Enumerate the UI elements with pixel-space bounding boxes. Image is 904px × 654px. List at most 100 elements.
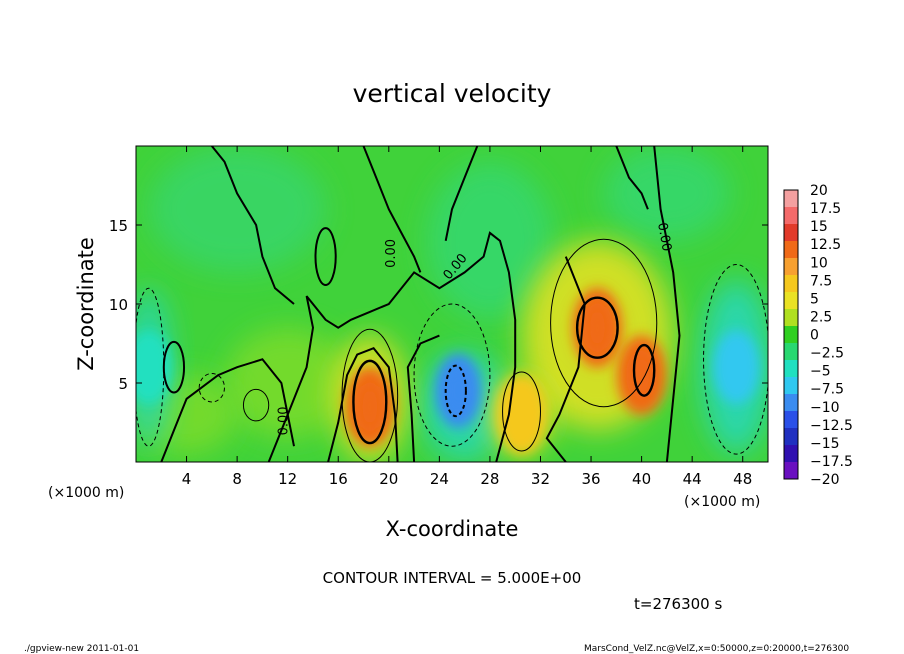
zero-contour <box>267 231 517 462</box>
x-tick-label: 36 <box>581 470 600 488</box>
contour-loop <box>632 343 656 397</box>
zero-contour <box>211 146 295 305</box>
downdraft-core <box>136 330 172 405</box>
colorbar-swatch <box>784 360 798 377</box>
contour-loop <box>502 371 541 452</box>
colorbar-swatch <box>784 241 798 258</box>
x-tick-label: 32 <box>531 470 550 488</box>
contour-label: 0.00 <box>654 221 674 252</box>
colorbar-swatch <box>784 428 798 445</box>
z-tick-label: 15 <box>109 217 128 235</box>
x-tick-label: 8 <box>232 470 242 488</box>
negative-contour <box>703 264 768 455</box>
zero-contour <box>615 146 649 210</box>
x-unit-right: (×1000 m) <box>684 494 760 510</box>
x-tick-label: 16 <box>329 470 348 488</box>
x-tick-label: 28 <box>480 470 499 488</box>
colorbar-swatch <box>784 326 798 343</box>
contour-label: 0.00 <box>277 406 292 435</box>
x-tick-label: 20 <box>379 470 398 488</box>
x-axis-label: X-coordinate <box>386 517 519 541</box>
colorbar-swatch <box>784 445 798 462</box>
colorbar-label: 15 <box>810 219 828 235</box>
zero-contour <box>444 146 479 241</box>
colorbar-swatch <box>784 343 798 360</box>
field-region <box>426 161 554 320</box>
colorbar-label: −15 <box>810 436 840 452</box>
contour-loop <box>575 296 619 359</box>
z-tick-label: 5 <box>118 375 128 393</box>
colorbar-label: 7.5 <box>810 273 832 289</box>
updraft-core <box>496 374 547 455</box>
field-region <box>603 146 731 241</box>
z-axis-ticks: 5 10 15 <box>109 217 768 393</box>
contour-lines <box>136 146 768 462</box>
colorbar-label: −17.5 <box>810 454 853 470</box>
zero-contour <box>327 347 399 462</box>
colorbar-label: 0 <box>810 328 819 344</box>
downdraft-core <box>713 330 760 405</box>
time-label: t=276300 s <box>634 595 722 613</box>
chart-title: vertical velocity <box>353 79 552 108</box>
zero-contour <box>545 256 586 462</box>
colorbar-label: 5 <box>810 291 819 307</box>
footer-right: MarsCond_VelZ.nc@VelZ,x=0:50000,z=0:2000… <box>584 644 849 654</box>
x-tick-label: 48 <box>733 470 752 488</box>
colorbar-swatch <box>784 292 798 309</box>
x-axis-ticks: 4 8 12 16 20 24 28 32 36 40 44 48 <box>182 146 752 488</box>
negative-contour <box>136 287 165 447</box>
updraft-peak <box>585 305 609 350</box>
colorbar-label: −12.5 <box>810 418 853 434</box>
colorbar-swatch <box>784 190 798 207</box>
zero-contour <box>160 358 295 462</box>
colorbar-label: 17.5 <box>810 201 841 217</box>
field-region <box>224 327 351 439</box>
colorbar-label: −5 <box>810 364 831 380</box>
z-axis-label: Z-coordinate <box>74 237 98 371</box>
contour-loop <box>352 359 388 445</box>
field-region <box>148 146 326 273</box>
colorbar-label: −20 <box>810 472 840 488</box>
colorbar-swatch <box>784 377 798 394</box>
colorbar-frame <box>783 189 799 480</box>
contour-interval: CONTOUR INTERVAL = 5.000E+00 <box>323 569 582 587</box>
updraft-peak <box>446 368 470 414</box>
x-tick-label: 4 <box>182 470 192 488</box>
colorbar-label: 10 <box>810 255 828 271</box>
x-tick-label: 24 <box>430 470 449 488</box>
negative-contour <box>413 303 491 447</box>
contour-loop <box>550 238 658 408</box>
contour-loop <box>341 328 399 462</box>
plot-area <box>136 146 768 462</box>
colorbar-swatch <box>784 309 798 326</box>
colorbar-label: −2.5 <box>810 346 844 362</box>
colorbar-swatch <box>784 207 798 224</box>
x-tick-label: 44 <box>683 470 702 488</box>
colorbar-label: 20 <box>810 183 828 199</box>
footer-left: ./gpview-new 2011-01-01 <box>24 644 139 654</box>
zero-contour <box>653 146 681 462</box>
contour-loop <box>314 227 337 287</box>
colorbar-swatch <box>784 411 798 428</box>
colorbar: 20 17.5 15 12.5 10 7.5 5 2.5 0 −2.5 −5 −7.5 −10 −12.5… <box>783 183 853 488</box>
colorbar-swatch <box>784 224 798 241</box>
contour-label: 0.00 <box>384 239 399 268</box>
zero-contour <box>362 146 422 273</box>
z-tick-label: 10 <box>109 296 128 314</box>
updraft-peak <box>358 384 382 429</box>
colorbar-swatch <box>784 462 798 479</box>
colorbar-label: −10 <box>810 400 840 416</box>
colorbar-swatch <box>784 258 798 275</box>
x-unit-left: (×1000 m) <box>48 485 124 501</box>
colorbar-swatch <box>784 394 798 411</box>
zero-contour <box>406 334 440 462</box>
colorbar-label: 12.5 <box>810 237 841 253</box>
colorbar-label: −7.5 <box>810 382 844 398</box>
colorbar-label: 2.5 <box>810 309 832 325</box>
negative-contour <box>444 364 467 418</box>
contour-loop <box>242 388 270 422</box>
negative-contour <box>198 373 225 403</box>
x-tick-label: 12 <box>278 470 297 488</box>
colorbar-swatch <box>784 275 798 292</box>
